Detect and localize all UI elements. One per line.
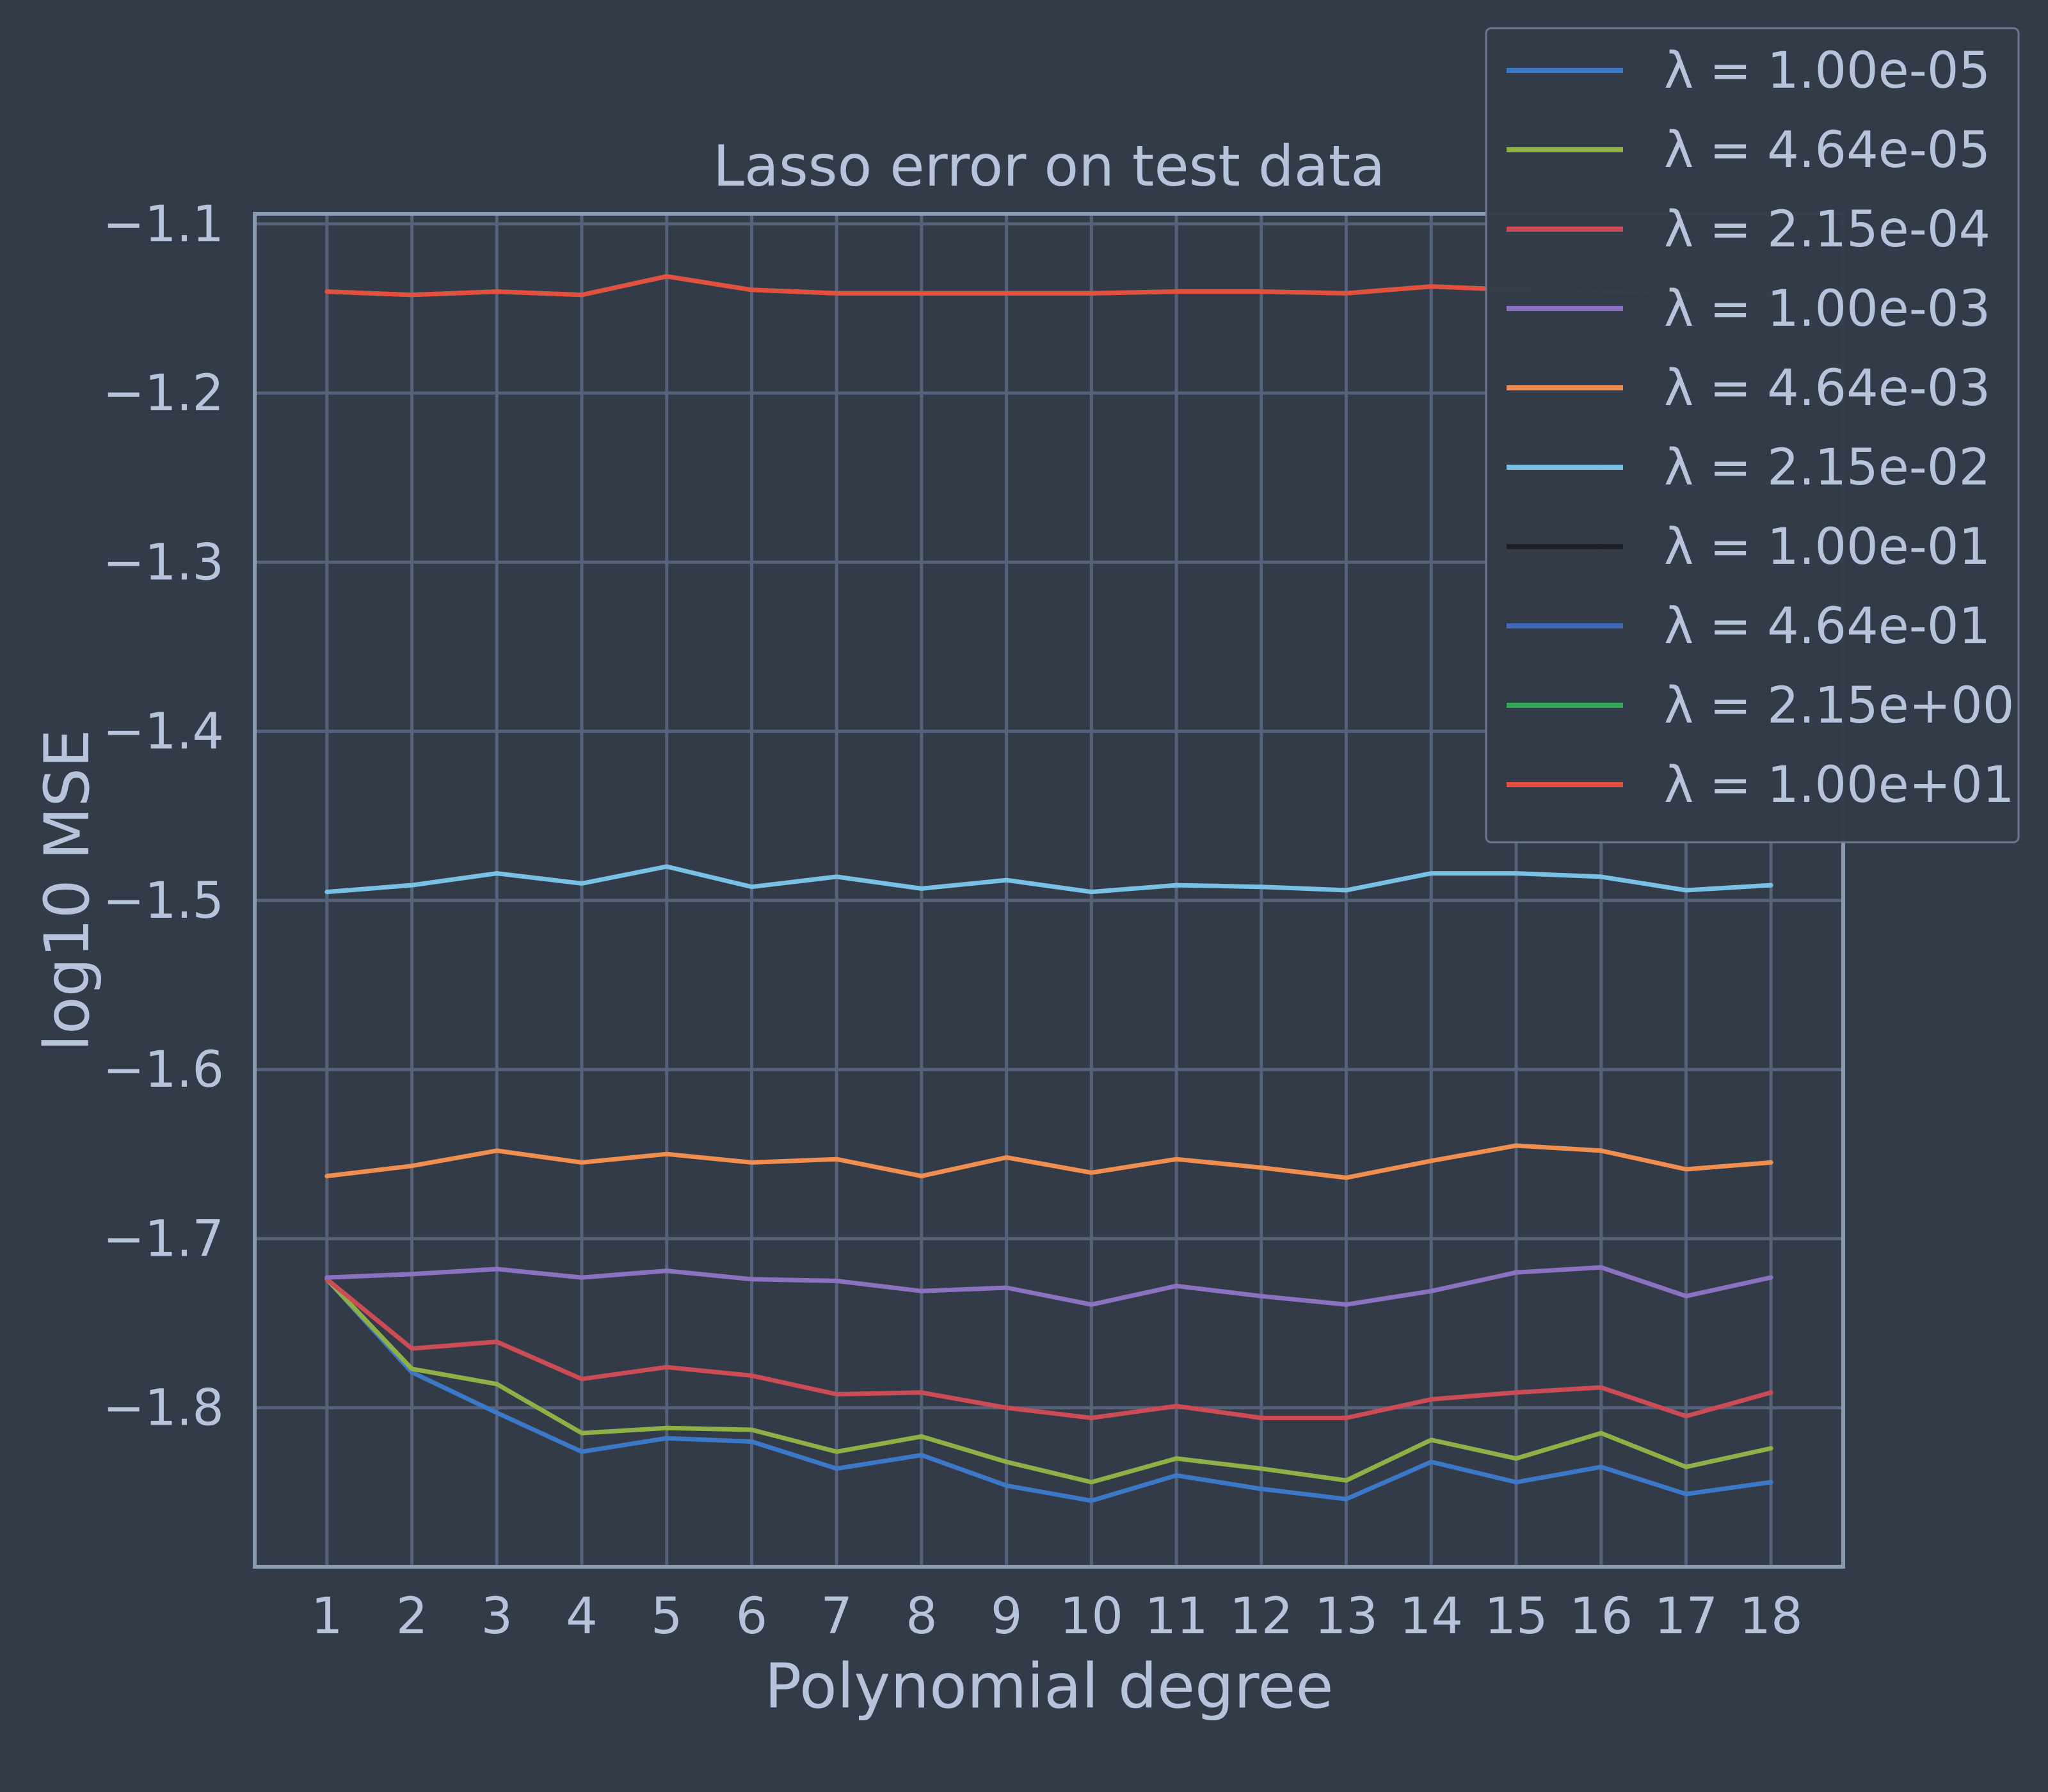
x-tick-label: 5 (651, 1588, 683, 1645)
y-tick-label: −1.3 (103, 534, 224, 591)
x-tick-label: 1 (311, 1588, 343, 1645)
x-tick-label: 9 (991, 1588, 1023, 1645)
x-axis-label: Polynomial degree (765, 1651, 1334, 1722)
plot-frame (253, 212, 1845, 1569)
legend-item: λ = 4.64e-03 (1507, 360, 1990, 417)
y-tick-label: −1.2 (103, 365, 224, 422)
legend-item: λ = 4.64e-01 (1507, 598, 1990, 655)
legend-item: λ = 1.00e+01 (1507, 756, 2014, 814)
legend-item: λ = 1.00e-05 (1507, 42, 1990, 100)
legend-item: λ = 1.00e-01 (1507, 518, 1990, 576)
legend-label: λ = 4.64e-03 (1664, 360, 1990, 417)
x-tick-label: 13 (1315, 1588, 1378, 1645)
legend-label: λ = 1.00e-01 (1664, 518, 1990, 576)
series-line (324, 1265, 1773, 1307)
legend-label: λ = 4.64e-05 (1664, 122, 1990, 179)
x-tick-label: 17 (1654, 1588, 1718, 1645)
y-tick-label: −1.4 (103, 703, 224, 761)
x-tick-label: 2 (396, 1588, 428, 1645)
legend-item: λ = 2.15e-04 (1507, 201, 1990, 259)
x-tick-label: 12 (1229, 1588, 1293, 1645)
legend-item: λ = 2.15e+00 (1507, 677, 2014, 735)
y-tick-label: −1.1 (103, 196, 224, 253)
series-line (324, 1277, 1773, 1503)
y-axis-label: log10 MSE (31, 729, 103, 1051)
series-lines (324, 274, 1773, 1503)
y-tick-labels: −1.1 −1.2 −1.3 −1.4 −1.5 −1.6 −1.7 −1.8 (103, 196, 224, 1437)
legend-item: λ = 1.00e-03 (1507, 280, 1990, 338)
legend: λ = 1.00e-05 λ = 4.64e-05 λ = 2.15e-04 λ = … (1485, 27, 2020, 844)
legend-label: λ = 2.15e-04 (1664, 201, 1990, 259)
y-tick-label: −1.8 (103, 1380, 224, 1437)
series-line (324, 1277, 1773, 1485)
legend-item: λ = 2.15e-02 (1507, 439, 1990, 497)
y-tick-label: −1.6 (103, 1041, 224, 1099)
legend-item: λ = 4.64e-05 (1507, 122, 1990, 179)
chart-title: Lasso error on test data (713, 133, 1385, 199)
series-line (324, 1143, 1773, 1180)
x-tick-label: 16 (1569, 1588, 1633, 1645)
x-tick-label: 10 (1060, 1588, 1123, 1645)
legend-label: λ = 2.15e+00 (1664, 677, 2014, 735)
x-tick-label: 7 (820, 1588, 852, 1645)
x-tick-label: 3 (481, 1588, 513, 1645)
x-tick-label: 11 (1144, 1588, 1208, 1645)
legend-label: λ = 1.00e+01 (1664, 756, 2014, 814)
legend-label: λ = 1.00e-05 (1664, 42, 1990, 100)
x-tick-labels: 1 2 3 4 5 6 7 8 9 10 11 12 13 14 15 16 17 18 (311, 1588, 1803, 1645)
y-tick-label: −1.7 (103, 1210, 224, 1268)
y-tick-label: −1.5 (103, 872, 224, 930)
series-line (324, 864, 1773, 895)
x-tick-label: 18 (1740, 1588, 1803, 1645)
x-tick-label: 14 (1400, 1588, 1463, 1645)
x-tick-label: 4 (566, 1588, 598, 1645)
x-tick-label: 15 (1484, 1588, 1548, 1645)
x-tick-label: 6 (736, 1588, 768, 1645)
legend-label: λ = 4.64e-01 (1664, 598, 1990, 655)
legend-label: λ = 1.00e-03 (1664, 280, 1990, 338)
series-line (324, 1277, 1773, 1420)
legend-label: λ = 2.15e-02 (1664, 439, 1990, 497)
x-tick-label: 8 (906, 1588, 938, 1645)
